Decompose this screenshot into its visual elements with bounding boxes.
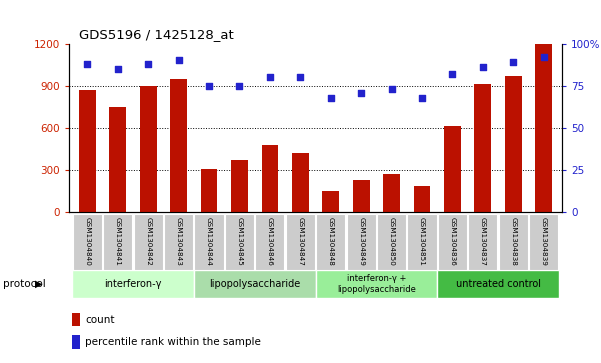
Point (417, 95, 427, 101)
Bar (383, 174, 400, 212)
Bar (499, 214, 528, 270)
Text: GSM1304844: GSM1304844 (206, 217, 212, 266)
Text: interferon-γ: interferon-γ (104, 279, 162, 289)
Text: protocol: protocol (3, 279, 46, 289)
Bar (438, 214, 467, 270)
Bar (194, 270, 316, 298)
Text: GSM1304849: GSM1304849 (358, 217, 364, 266)
Point (82, 61, 92, 67)
Text: GSM1304837: GSM1304837 (480, 217, 486, 266)
Point (296, 74, 305, 80)
Text: untreated control: untreated control (456, 279, 540, 289)
Text: GSM1304842: GSM1304842 (145, 217, 151, 266)
Bar (353, 180, 370, 212)
Bar (109, 107, 126, 212)
Point (448, 71, 457, 77)
Bar (225, 214, 254, 270)
Bar (140, 86, 157, 212)
Text: GSM1304841: GSM1304841 (115, 217, 121, 266)
Bar (535, 44, 552, 212)
Bar (292, 153, 309, 212)
Bar (505, 76, 522, 212)
Bar (255, 214, 284, 270)
Point (508, 59, 518, 65)
Point (356, 90, 366, 95)
Text: GSM1304838: GSM1304838 (510, 217, 516, 266)
Text: lipopolysaccharide: lipopolysaccharide (209, 279, 300, 289)
Bar (322, 191, 339, 212)
Bar (72, 313, 81, 326)
Bar (164, 214, 194, 270)
Bar (474, 84, 491, 212)
Bar (72, 270, 194, 298)
Bar (72, 335, 81, 348)
Bar (407, 214, 436, 270)
Point (144, 61, 153, 67)
Bar (529, 214, 558, 270)
Bar (73, 214, 102, 270)
Text: GSM1304840: GSM1304840 (84, 217, 90, 266)
Text: count: count (85, 315, 115, 325)
Text: GSM1304836: GSM1304836 (450, 217, 456, 266)
Bar (79, 90, 96, 212)
Text: GSM1304845: GSM1304845 (236, 217, 242, 266)
Bar (444, 126, 461, 212)
Text: GSM1304839: GSM1304839 (541, 217, 547, 266)
Text: GDS5196 / 1425128_at: GDS5196 / 1425128_at (79, 28, 234, 41)
Bar (170, 79, 187, 212)
Bar (377, 214, 406, 270)
Bar (133, 214, 163, 270)
Bar (285, 214, 315, 270)
Bar (201, 169, 218, 212)
Text: GSM1304847: GSM1304847 (297, 217, 304, 266)
Bar (261, 145, 278, 212)
Text: GSM1304846: GSM1304846 (267, 217, 273, 266)
Text: GSM1304850: GSM1304850 (389, 217, 395, 266)
Bar (347, 214, 376, 270)
Text: GSM1304848: GSM1304848 (328, 217, 334, 266)
Point (326, 95, 335, 101)
Point (387, 86, 397, 92)
Bar (316, 214, 346, 270)
Point (539, 54, 549, 60)
Point (204, 83, 214, 89)
Text: ▶: ▶ (35, 279, 42, 289)
Bar (195, 214, 224, 270)
Text: interferon-γ +
lipopolysaccharide: interferon-γ + lipopolysaccharide (337, 274, 416, 294)
Bar (413, 186, 430, 212)
Bar (231, 160, 248, 212)
Bar (468, 214, 498, 270)
Point (174, 57, 183, 63)
Text: GSM1304851: GSM1304851 (419, 217, 425, 266)
Bar (437, 270, 559, 298)
Point (234, 83, 244, 89)
Text: percentile rank within the sample: percentile rank within the sample (85, 337, 261, 347)
Point (478, 64, 487, 70)
Bar (316, 270, 437, 298)
Point (113, 66, 123, 72)
Bar (103, 214, 132, 270)
Point (265, 74, 275, 80)
Text: GSM1304843: GSM1304843 (175, 217, 182, 266)
